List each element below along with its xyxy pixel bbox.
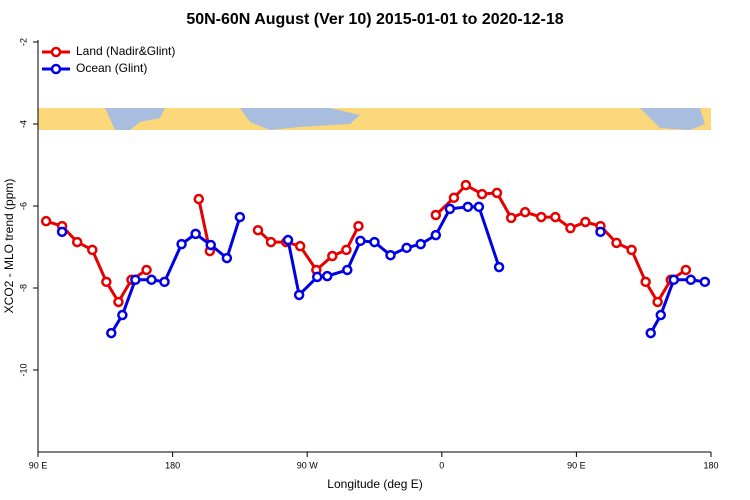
data-point bbox=[645, 327, 656, 339]
data-point bbox=[444, 203, 456, 215]
data-point bbox=[311, 271, 323, 283]
data-point bbox=[473, 201, 485, 213]
x-tick-label: 90 W bbox=[297, 460, 319, 470]
data-point bbox=[519, 206, 531, 218]
data-point bbox=[342, 264, 353, 276]
legend-label: Ocean (Glint) bbox=[76, 61, 147, 75]
map-band bbox=[38, 108, 711, 130]
data-point bbox=[505, 212, 517, 224]
series-line bbox=[110, 205, 706, 334]
data-point bbox=[415, 238, 426, 250]
y-tick-label: -6 bbox=[18, 202, 28, 210]
data-point bbox=[355, 235, 366, 247]
data-point bbox=[369, 236, 380, 248]
series-line bbox=[45, 183, 687, 305]
x-tick-label: 0 bbox=[439, 460, 444, 470]
legend-marker bbox=[50, 63, 62, 75]
data-point bbox=[113, 296, 124, 308]
data-point bbox=[190, 228, 201, 240]
data-point bbox=[294, 240, 306, 252]
data-point bbox=[640, 276, 651, 288]
data-point bbox=[611, 237, 622, 249]
data-point bbox=[699, 276, 711, 288]
data-point bbox=[130, 274, 141, 286]
y-axis-label: XCO2 - MLO trend (ppm) bbox=[2, 179, 16, 314]
data-point bbox=[580, 216, 591, 228]
y-tick-label: -2 bbox=[18, 38, 28, 46]
data-point bbox=[321, 270, 333, 282]
data-point bbox=[460, 179, 472, 191]
data-point bbox=[106, 327, 117, 339]
data-point bbox=[385, 249, 396, 261]
data-point bbox=[141, 264, 152, 276]
data-point bbox=[626, 244, 637, 256]
x-axis-label: Longitude (deg E) bbox=[327, 477, 422, 491]
x-tick-label: 90 E bbox=[567, 460, 586, 470]
data-point bbox=[536, 211, 547, 223]
data-point bbox=[176, 238, 187, 250]
y-tick-label: -8 bbox=[18, 284, 28, 292]
data-point bbox=[680, 264, 692, 276]
data-point bbox=[146, 274, 157, 286]
y-tick-label: -10 bbox=[18, 363, 28, 376]
legend-label: Land (Nadir&Glint) bbox=[76, 44, 175, 58]
y-tick-label: -4 bbox=[18, 120, 28, 128]
x-tick-label: 180 bbox=[165, 460, 180, 470]
data-point bbox=[56, 226, 68, 238]
data-point bbox=[353, 220, 364, 232]
data-point bbox=[341, 244, 352, 256]
legend-marker bbox=[50, 46, 62, 58]
data-point bbox=[565, 222, 576, 234]
data-point bbox=[685, 274, 697, 286]
data-point bbox=[462, 201, 474, 213]
x-tick-label: 90 E bbox=[29, 460, 48, 470]
data-point bbox=[234, 211, 246, 223]
data-point bbox=[193, 193, 205, 205]
data-point bbox=[401, 242, 412, 254]
data-point bbox=[668, 274, 680, 286]
data-point bbox=[252, 224, 264, 236]
data-point bbox=[87, 244, 98, 256]
data-point bbox=[476, 188, 488, 200]
data-point bbox=[221, 252, 233, 264]
data-point bbox=[205, 239, 216, 251]
data-point bbox=[491, 187, 503, 199]
data-point bbox=[430, 209, 442, 221]
data-point bbox=[265, 236, 277, 248]
data-point bbox=[327, 250, 338, 262]
data-point bbox=[550, 211, 561, 223]
data-point bbox=[101, 276, 112, 288]
data-point bbox=[448, 192, 460, 204]
data-point bbox=[282, 234, 294, 246]
data-point bbox=[71, 236, 83, 248]
data-point bbox=[430, 229, 442, 241]
chart-title: 50N-60N August (Ver 10) 2015-01-01 to 20… bbox=[186, 11, 563, 28]
x-tick-label: 180 bbox=[703, 460, 718, 470]
data-point bbox=[595, 226, 606, 238]
data-point bbox=[159, 276, 170, 288]
data-point bbox=[493, 261, 505, 273]
data-point bbox=[652, 296, 663, 308]
data-point bbox=[655, 309, 666, 321]
data-point bbox=[293, 289, 305, 301]
data-point bbox=[117, 309, 128, 321]
data-point bbox=[40, 215, 52, 227]
